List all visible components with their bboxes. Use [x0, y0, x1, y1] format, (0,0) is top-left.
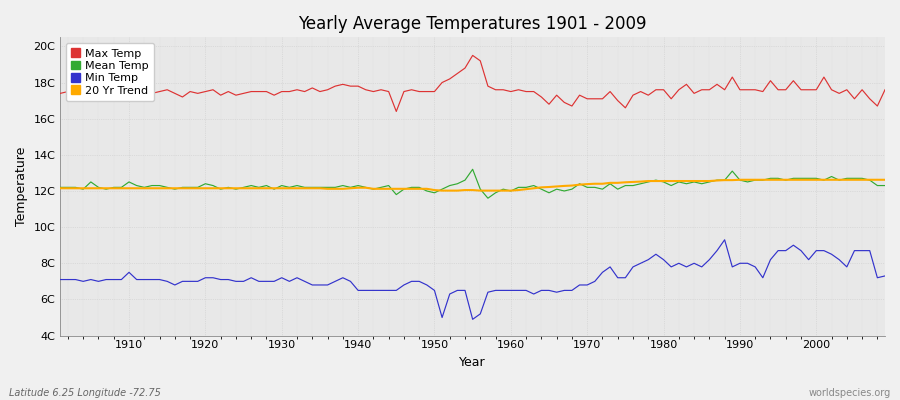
Text: Latitude 6.25 Longitude -72.75: Latitude 6.25 Longitude -72.75 [9, 388, 161, 398]
Y-axis label: Temperature: Temperature [15, 147, 28, 226]
Legend: Max Temp, Mean Temp, Min Temp, 20 Yr Trend: Max Temp, Mean Temp, Min Temp, 20 Yr Tre… [66, 43, 154, 101]
Text: worldspecies.org: worldspecies.org [809, 388, 891, 398]
Title: Yearly Average Temperatures 1901 - 2009: Yearly Average Temperatures 1901 - 2009 [299, 15, 647, 33]
X-axis label: Year: Year [459, 356, 486, 369]
